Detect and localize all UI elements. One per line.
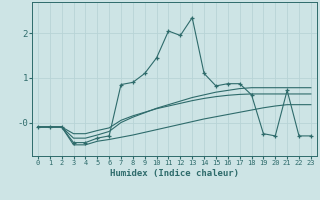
X-axis label: Humidex (Indice chaleur): Humidex (Indice chaleur)	[110, 169, 239, 178]
